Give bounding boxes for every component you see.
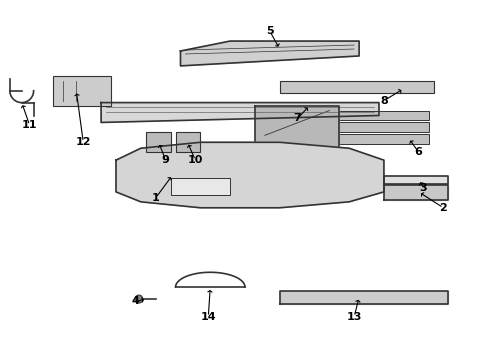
Polygon shape bbox=[146, 132, 171, 152]
Text: 3: 3 bbox=[420, 183, 427, 193]
Polygon shape bbox=[384, 176, 448, 184]
Text: 8: 8 bbox=[380, 96, 388, 105]
Text: 10: 10 bbox=[188, 155, 203, 165]
Polygon shape bbox=[280, 81, 434, 93]
Polygon shape bbox=[53, 76, 111, 105]
Polygon shape bbox=[180, 41, 359, 66]
Circle shape bbox=[135, 295, 143, 303]
Polygon shape bbox=[101, 103, 379, 122]
Text: 5: 5 bbox=[266, 26, 273, 36]
Text: 1: 1 bbox=[152, 193, 160, 203]
Polygon shape bbox=[175, 132, 200, 152]
Polygon shape bbox=[294, 111, 429, 121]
Polygon shape bbox=[280, 291, 448, 304]
Polygon shape bbox=[255, 105, 339, 165]
Text: 13: 13 bbox=[346, 312, 362, 322]
Text: 11: 11 bbox=[22, 121, 37, 130]
Text: 14: 14 bbox=[200, 312, 216, 322]
Polygon shape bbox=[294, 122, 429, 132]
Text: 7: 7 bbox=[294, 113, 301, 123]
Text: 6: 6 bbox=[415, 147, 422, 157]
Text: 2: 2 bbox=[440, 203, 447, 213]
Polygon shape bbox=[384, 185, 448, 200]
Polygon shape bbox=[116, 142, 384, 208]
Text: 9: 9 bbox=[162, 155, 170, 165]
Polygon shape bbox=[294, 134, 429, 144]
Text: 12: 12 bbox=[75, 137, 91, 147]
Text: 4: 4 bbox=[132, 296, 140, 306]
Polygon shape bbox=[171, 178, 230, 195]
